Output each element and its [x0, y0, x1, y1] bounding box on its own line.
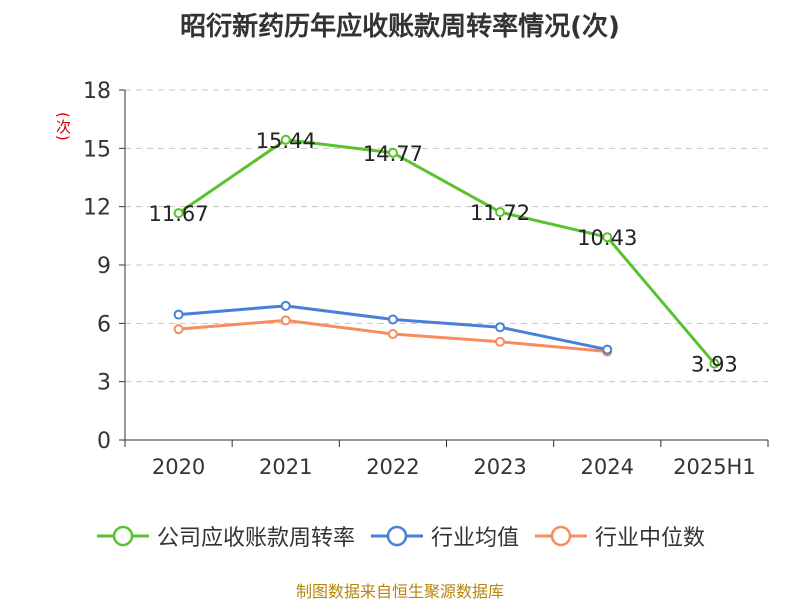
- data-point: [709, 358, 720, 369]
- legend-item[interactable]: 行业中位数: [533, 520, 705, 552]
- data-point: [173, 309, 184, 320]
- data-label: 15.44: [256, 129, 316, 153]
- axes: 0 3 6 9 12 15 18 2020 2021 2022 2023 2024 2025H1: [83, 79, 769, 479]
- x-tick-label: 2024: [581, 455, 634, 479]
- data-label: 14.77: [363, 142, 423, 166]
- data-point: [387, 147, 398, 158]
- legend-item[interactable]: 行业均值: [369, 520, 519, 552]
- data-point: [173, 208, 184, 219]
- x-tick-label: 2022: [366, 455, 419, 479]
- legend-marker-icon: [96, 525, 149, 547]
- series-line: [178, 304, 608, 352]
- x-tick-label: 2021: [259, 455, 312, 479]
- y-tick-label: 18: [83, 79, 111, 104]
- y-tick-label: 0: [97, 429, 111, 454]
- legend-marker-icon: [370, 525, 423, 547]
- x-tick-label: 2025H1: [673, 455, 756, 479]
- y-tick-label: 12: [83, 196, 111, 221]
- y-tick-label: 15: [83, 137, 111, 162]
- data-point: [280, 300, 291, 311]
- data-point: [602, 232, 613, 243]
- data-point: [387, 329, 398, 340]
- data-point: [387, 314, 398, 325]
- data-point: [173, 324, 184, 335]
- legend-item[interactable]: 公司应收账款周转率: [95, 520, 355, 552]
- series: [173, 134, 720, 369]
- data-point: [495, 336, 506, 347]
- data-point: [495, 207, 506, 218]
- data-source-note: 制图数据来自恒生聚源数据库: [295, 582, 504, 601]
- legend-label: 公司应收账款周转率: [156, 526, 355, 551]
- data-label: 11.67: [149, 202, 209, 226]
- legend-label: 行业均值: [430, 526, 519, 551]
- x-tick-label: 2020: [152, 455, 205, 479]
- data-label: 10.43: [577, 226, 637, 250]
- series-line: [177, 138, 716, 365]
- legend-label: 行业中位数: [595, 526, 706, 551]
- data-label: 3.93: [691, 353, 738, 377]
- x-tick-label: 2023: [473, 455, 526, 479]
- data-label: 11.72: [470, 201, 530, 225]
- y-axis-unit-label: (次): [54, 112, 72, 142]
- data-point: [280, 134, 291, 145]
- legend: 公司应收账款周转率 行业均值 行业中位数: [0, 520, 800, 552]
- data-point: [280, 315, 291, 326]
- y-tick-label: 6: [97, 312, 111, 337]
- y-tick-label: 3: [97, 371, 111, 396]
- legend-marker-icon: [535, 525, 587, 547]
- data-point: [495, 322, 506, 333]
- data-labels: 11.67 15.44 14.77 11.72 10.43 3.93: [149, 129, 738, 377]
- chart-title: 昭衍新药历年应收账款周转率情况(次): [180, 12, 620, 42]
- data-point: [602, 344, 613, 355]
- y-tick-label: 9: [97, 254, 111, 279]
